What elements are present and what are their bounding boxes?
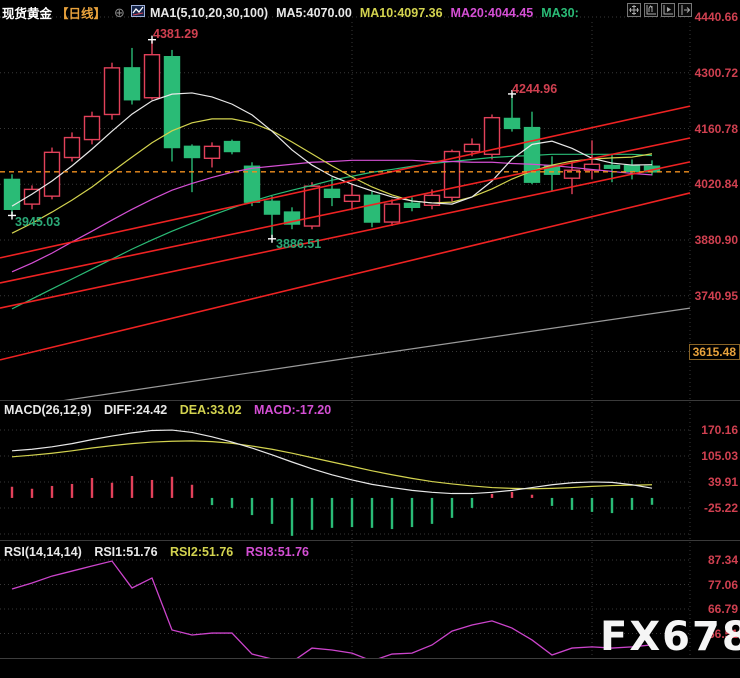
- price-annotation: 3945.03: [15, 215, 61, 229]
- time-axis-bar[interactable]: 2025/11 2025/11/24 星期一: [0, 658, 740, 678]
- play-forward-icon[interactable]: [661, 3, 675, 17]
- ma-params-label: MA1(5,10,20,30,100): [149, 5, 269, 20]
- price-axis-label: 4020.84: [694, 177, 738, 192]
- rsi-axis-label: 87.34: [707, 553, 738, 567]
- rsi-header: RSI(14,14,14) RSI1:51.76 RSI2:51.76 RSI3…: [4, 545, 318, 559]
- ma-legend-item: MA10:4097.36: [359, 5, 443, 20]
- rsi2-value: RSI2:51.76: [170, 545, 234, 559]
- watermark: FX678: [600, 614, 740, 660]
- chart-toolbar: [627, 3, 692, 17]
- rsi-params-label: RSI(14,14,14): [4, 545, 82, 559]
- macd-dea-value: DEA:33.02: [179, 403, 242, 417]
- ma-legend: MA5:4070.00 MA10:4097.36 MA20:4044.45 MA30:: [276, 6, 587, 20]
- circle-plus-icon[interactable]: ⊕: [114, 4, 125, 20]
- pan-move-icon[interactable]: [627, 3, 641, 17]
- macd-axis-label: 170.16: [701, 423, 738, 437]
- period-label: 【日线】: [56, 7, 107, 21]
- price-axis-label: 4440.66: [694, 10, 738, 24]
- ma-legend-item: MA20:4044.45: [450, 5, 534, 20]
- rsi-axis-label: 77.06: [707, 577, 738, 592]
- price-axis-label: 4160.78: [694, 121, 738, 136]
- macd-axis-label: 39.91: [707, 474, 738, 489]
- ma-legend-item: MA5:4070.00: [276, 5, 352, 20]
- ma-legend-item: MA30:: [541, 5, 579, 20]
- rsi-axis-label: 56.51: [707, 626, 738, 641]
- price-axis-label: 3740.95: [694, 288, 738, 303]
- axis-scale-icon[interactable]: [644, 3, 658, 17]
- price-annotation: 3886.51: [276, 237, 322, 251]
- price-axis-label: 3880.90: [694, 233, 738, 247]
- macd-diff-value: DIFF:24.42: [104, 403, 168, 417]
- macd-axis-label: 105.03: [701, 448, 738, 463]
- rsi-axis-label: 66.79: [707, 601, 738, 616]
- macd-hist-value: MACD:-17.20: [254, 403, 332, 417]
- price-annotation: 4244.96: [512, 82, 558, 96]
- rsi1-value: RSI1:51.76: [94, 545, 158, 559]
- chart-header: 现货黄金 【日线】 ⊕ MA1(5,10,20,30,100) MA5:4070…: [2, 3, 595, 22]
- macd-header: MACD(26,12,9) DIFF:24.42 DEA:33.02 MACD:…: [4, 403, 340, 417]
- current-price-axis-label: 3615.48: [688, 343, 740, 360]
- jump-latest-icon[interactable]: [678, 3, 692, 17]
- macd-axis-label: -25.22: [703, 500, 738, 515]
- price-annotation: 4381.29: [153, 27, 199, 41]
- symbol-title: 现货黄金: [2, 7, 53, 21]
- mini-chart-icon[interactable]: [130, 4, 145, 21]
- macd-params-label: MACD(26,12,9): [4, 403, 92, 417]
- rsi3-value: RSI3:51.76: [245, 545, 309, 559]
- price-axis-label: 4300.72: [694, 65, 738, 80]
